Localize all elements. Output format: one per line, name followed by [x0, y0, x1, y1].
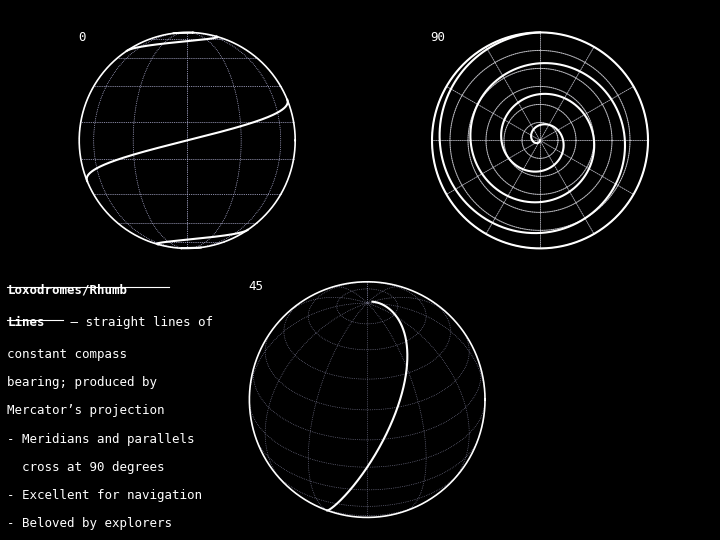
Text: 0: 0	[78, 31, 86, 44]
Text: Mercator’s projection: Mercator’s projection	[7, 404, 165, 417]
Text: Loxodromes/Rhumb: Loxodromes/Rhumb	[7, 284, 127, 296]
Text: - Beloved by explorers: - Beloved by explorers	[7, 517, 172, 530]
Text: 90: 90	[431, 31, 446, 44]
Text: constant compass: constant compass	[7, 348, 127, 361]
Text: - Excellent for navigation: - Excellent for navigation	[7, 489, 202, 502]
Text: 45: 45	[248, 280, 263, 293]
Text: cross at 90 degrees: cross at 90 degrees	[7, 461, 165, 474]
Text: Lines: Lines	[7, 316, 45, 329]
Text: – straight lines of: – straight lines of	[63, 316, 212, 329]
Text: - Meridians and parallels: - Meridians and parallels	[7, 433, 194, 446]
Text: bearing; produced by: bearing; produced by	[7, 376, 157, 389]
